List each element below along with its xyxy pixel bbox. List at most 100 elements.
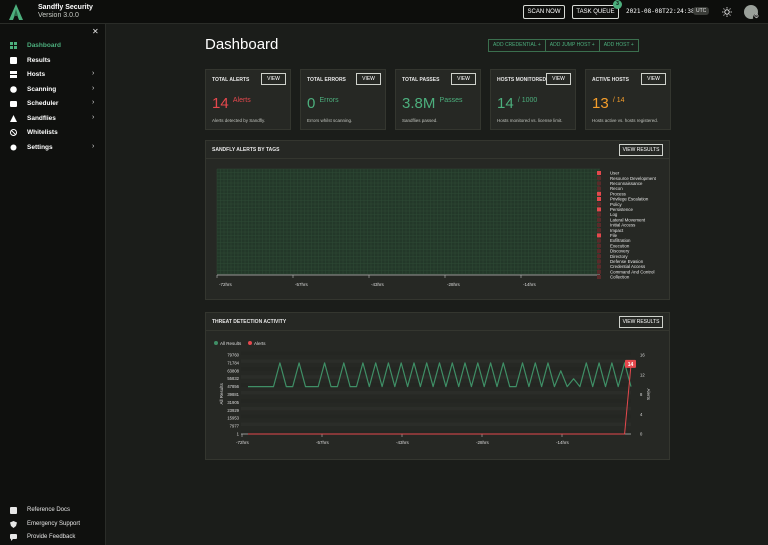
band [241,367,631,371]
x-tick-label: -14hrs [523,282,537,287]
sidebar-item-label: Settings [27,143,53,151]
card-title: TOTAL PASSES [402,77,440,83]
band [241,406,631,411]
threat-view-results-button[interactable]: VIEW RESULTS [619,316,663,328]
card-title: TOTAL ERRORS [307,77,346,83]
alerts-by-tags-panel: SANDFLY ALERTS BY TAGS VIEW RESULTS -72h… [205,140,670,300]
band [241,414,631,419]
gear-icon [10,144,17,150]
user-settings-icon[interactable]: ⚙ [753,14,760,21]
card-view-button[interactable]: VIEW [451,73,476,85]
sidebar-item-sandflies[interactable]: Sandflies › [0,112,106,126]
tag-marker [597,264,601,269]
card-subtitle: Hosts monitored vs. license limit. [497,118,563,123]
add-credential-button[interactable]: ADD CREDENTIAL + [488,39,546,52]
grid-icon [10,42,17,49]
sidebar-item-label: Results [27,56,51,64]
card-view-button[interactable]: VIEW [261,73,286,85]
tag-marker [597,233,601,238]
x-tick-label: -43hrs [371,282,385,287]
x-tick-label: -57hrs [316,440,330,445]
sidebar-item-dashboard[interactable]: Dashboard [0,39,106,53]
y-axis-title: All Results [219,382,224,404]
y-tick-label: 63808 [227,368,239,373]
tag-marker [597,223,601,227]
card-unit: Alerts [232,97,251,104]
card-view-button[interactable]: VIEW [546,73,571,85]
card-value: 14 [212,95,229,112]
chevron-right-icon: › [92,70,95,77]
tag-label: File [610,233,618,238]
sidebar-item-results[interactable]: Results [0,54,106,68]
shield-icon [10,520,17,528]
band [241,422,631,427]
sidebar-item-hosts[interactable]: Hosts › [0,68,106,82]
footer-item-reference-docs[interactable]: Reference Docs [0,504,106,517]
tag-label: Discovery [610,249,630,254]
results-icon [10,56,17,64]
add-jump-host-button[interactable]: ADD JUMP HOST + [545,39,600,52]
radar-icon [10,85,17,93]
card-value-wrap: 0 Errors [307,95,339,112]
tags-panel-title: SANDFLY ALERTS BY TAGS [212,147,280,153]
card-subtitle: Hosts active vs. hosts registered. [592,118,659,123]
x-tick-label: -43hrs [396,440,410,445]
legend-all-results-swatch [214,341,218,345]
card-subtitle: Sandflies passed. [402,118,438,123]
tag-marker [597,275,601,279]
band [241,359,631,363]
band [241,391,631,395]
sidebar-item-label: Whitelists [27,129,58,136]
y-tick-label: 1 [237,432,240,437]
alert-marker-label: 14 [628,362,634,368]
tag-label: Credential Access [610,264,646,269]
sidebar-item-whitelists[interactable]: Whitelists [0,126,106,140]
close-sidebar-icon[interactable]: ✕ [92,27,99,36]
scan-now-button[interactable]: SCAN NOW [523,5,565,19]
sidebar-item-label: Dashboard [27,42,61,49]
tag-label: Directory [610,254,628,259]
threat-detection-chart: All Results Alerts 79760 71784 63808 55832 478… [214,341,651,445]
tag-label: Resource Development [610,176,657,181]
divider [206,330,669,331]
app-name: Sandfly Security [38,4,93,11]
y-tick-label: 55832 [227,376,239,381]
alert-marker [625,359,636,368]
tags-view-results-button[interactable]: VIEW RESULTS [619,144,663,156]
tag-marker [597,228,601,233]
y2-tick-label: 4 [640,412,643,417]
sidebar-item-settings[interactable]: Settings › [0,141,106,155]
footer-item-provide-feedback[interactable]: Provide Feedback [0,531,106,544]
theme-toggle-icon[interactable] [722,7,732,17]
sidebar-item-scanning[interactable]: Scanning › [0,83,106,97]
chevron-right-icon: › [92,113,95,121]
legend-all-results: All Results [220,341,242,346]
add-actions: ADD CREDENTIAL + ADD JUMP HOST + ADD HOS… [488,39,639,52]
tag-marker [597,191,601,196]
stat-card-total-errors: TOTAL ERRORS VIEW 0 Errors Errors whilst sc… [300,69,386,130]
card-value-wrap: 14 / 1000 [497,95,537,112]
tag-marker [597,259,601,264]
footer-item-emergency-support[interactable]: Emergency Support [0,518,106,531]
card-value-wrap: 13 / 14 [592,95,625,112]
y-tick-label: 39881 [227,392,239,397]
chevron-right-icon: › [92,142,95,150]
sidebar-item-scheduler[interactable]: Scheduler › [0,97,106,111]
x-tick-label: -28hrs [447,282,461,287]
add-host-button[interactable]: ADD HOST + [599,39,639,52]
legend-alerts: Alerts [254,341,266,346]
tag-label: Policy [610,202,623,207]
band [241,398,631,403]
series-alerts-line [248,364,632,435]
tag-label: Privilege Escalation [610,197,649,202]
series-all-results-line [248,362,632,388]
y-tick-label: 7977 [230,424,240,429]
task-queue-button[interactable]: TASK QUEUE [572,5,619,19]
tag-label: Defense Evasion [610,259,644,264]
card-view-button[interactable]: VIEW [641,73,666,85]
timezone-badge[interactable]: UTC [693,7,710,15]
add-host-label: ADD HOST [603,42,630,48]
y-tick-label: 71784 [227,360,239,365]
tag-marker [597,249,601,253]
card-view-button[interactable]: VIEW [356,73,381,85]
